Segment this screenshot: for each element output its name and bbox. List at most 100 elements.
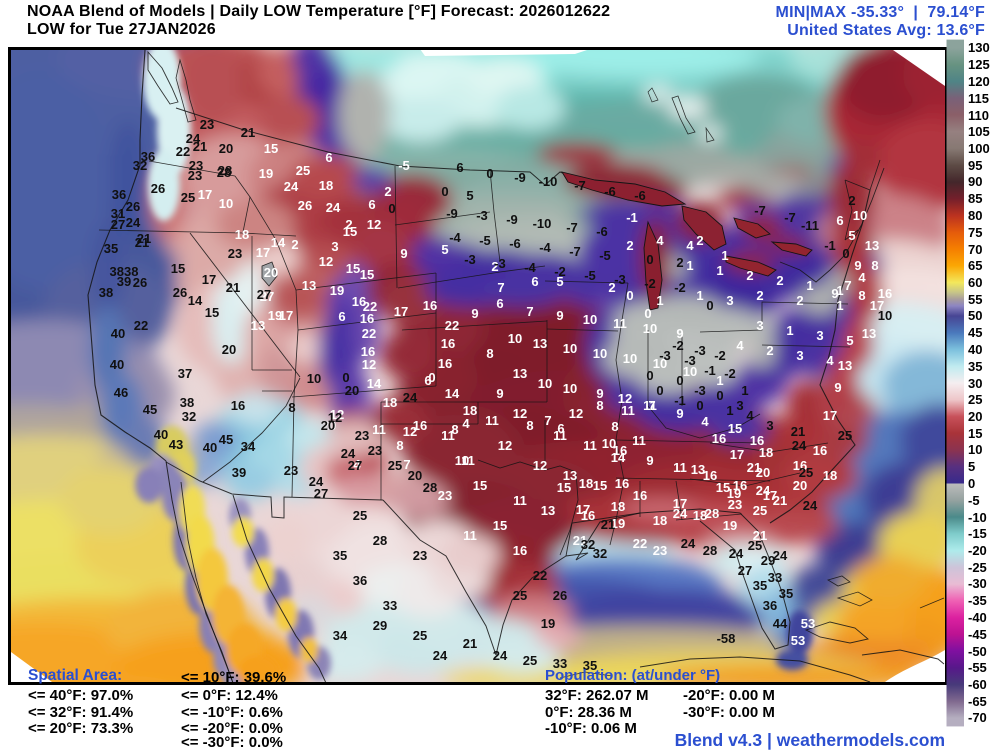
svg-text:16: 16	[360, 311, 374, 326]
svg-text:34: 34	[241, 439, 256, 454]
svg-text:-1: -1	[674, 393, 686, 408]
svg-text:11: 11	[485, 413, 499, 428]
svg-text:16: 16	[633, 488, 647, 503]
svg-text:1: 1	[836, 298, 843, 313]
svg-text:8: 8	[451, 422, 458, 437]
svg-text:40: 40	[154, 427, 168, 442]
svg-text:-3: -3	[614, 272, 626, 287]
svg-text:13: 13	[533, 336, 547, 351]
svg-text:2: 2	[608, 280, 615, 295]
svg-text:10: 10	[563, 381, 577, 396]
svg-text:7: 7	[544, 413, 551, 428]
svg-text:25: 25	[413, 628, 427, 643]
svg-text:95: 95	[968, 158, 982, 173]
svg-text:1: 1	[721, 248, 728, 263]
svg-text:2: 2	[626, 238, 633, 253]
svg-text:19: 19	[268, 308, 282, 323]
svg-text:25: 25	[748, 538, 762, 553]
svg-text:1: 1	[741, 383, 748, 398]
svg-text:19: 19	[723, 518, 737, 533]
svg-text:9: 9	[400, 246, 407, 261]
svg-text:22: 22	[633, 536, 647, 551]
svg-text:-35: -35	[968, 593, 987, 608]
svg-text:-6: -6	[509, 236, 521, 251]
svg-text:13: 13	[302, 278, 316, 293]
svg-text:24: 24	[126, 215, 141, 230]
svg-text:6: 6	[368, 197, 375, 212]
svg-text:17: 17	[576, 502, 590, 517]
svg-text:13: 13	[513, 366, 527, 381]
svg-text:-70: -70	[968, 710, 987, 725]
svg-text:25: 25	[799, 465, 813, 480]
svg-text:2: 2	[291, 237, 298, 252]
svg-text:7: 7	[526, 304, 533, 319]
svg-text:16: 16	[231, 398, 245, 413]
svg-text:26: 26	[126, 199, 140, 214]
svg-text:27: 27	[111, 217, 125, 232]
svg-text:55: 55	[968, 292, 982, 307]
svg-text:-2: -2	[644, 276, 656, 291]
svg-text:-3: -3	[694, 383, 706, 398]
svg-text:39: 39	[232, 465, 246, 480]
svg-text:33: 33	[383, 598, 397, 613]
svg-text:1: 1	[786, 323, 793, 338]
svg-text:14: 14	[611, 450, 626, 465]
svg-text:10: 10	[602, 436, 616, 451]
svg-text:24: 24	[773, 548, 788, 563]
svg-text:15: 15	[557, 480, 571, 495]
svg-text:3: 3	[756, 318, 763, 333]
svg-text:100: 100	[968, 141, 990, 156]
svg-text:16: 16	[413, 418, 427, 433]
svg-text:-2: -2	[714, 348, 726, 363]
svg-text:2: 2	[796, 293, 803, 308]
svg-text:21: 21	[226, 280, 240, 295]
svg-text:0: 0	[968, 476, 975, 491]
svg-text:6: 6	[531, 274, 538, 289]
svg-text:5: 5	[848, 228, 855, 243]
svg-text:28: 28	[703, 543, 717, 558]
svg-text:10: 10	[307, 371, 321, 386]
svg-text:30: 30	[968, 376, 982, 391]
svg-text:17: 17	[394, 304, 408, 319]
svg-text:3: 3	[816, 328, 823, 343]
svg-text:3: 3	[796, 348, 803, 363]
svg-text:-7: -7	[754, 203, 766, 218]
svg-text:2: 2	[491, 259, 498, 274]
svg-text:2: 2	[384, 184, 391, 199]
svg-text:23: 23	[355, 428, 369, 443]
svg-text:14: 14	[445, 386, 460, 401]
svg-text:22: 22	[362, 326, 376, 341]
svg-text:12: 12	[618, 391, 632, 406]
svg-text:25: 25	[296, 163, 310, 178]
svg-text:46: 46	[114, 385, 128, 400]
svg-text:12: 12	[328, 410, 342, 425]
svg-text:15: 15	[264, 141, 278, 156]
svg-text:-5: -5	[584, 268, 596, 283]
svg-text:-9: -9	[446, 206, 458, 221]
svg-text:6: 6	[496, 296, 503, 311]
svg-text:20: 20	[222, 342, 236, 357]
svg-text:15: 15	[360, 267, 374, 282]
svg-text:24: 24	[326, 200, 341, 215]
svg-text:15: 15	[728, 421, 742, 436]
svg-text:20: 20	[968, 409, 982, 424]
svg-text:21: 21	[747, 460, 761, 475]
svg-text:38: 38	[99, 285, 113, 300]
svg-text:6: 6	[424, 373, 431, 388]
svg-text:4: 4	[858, 270, 866, 285]
svg-text:25: 25	[523, 653, 537, 668]
svg-text:12: 12	[513, 406, 527, 421]
svg-text:16: 16	[423, 298, 437, 313]
svg-text:8: 8	[526, 418, 533, 433]
svg-text:11: 11	[463, 528, 477, 543]
svg-text:23: 23	[653, 543, 667, 558]
svg-text:36: 36	[112, 187, 126, 202]
svg-text:35: 35	[104, 241, 118, 256]
svg-text:17: 17	[279, 308, 293, 323]
svg-text:9: 9	[854, 258, 861, 273]
svg-text:3838: 3838	[110, 264, 139, 279]
svg-text:18: 18	[611, 499, 625, 514]
svg-text:25: 25	[968, 392, 982, 407]
svg-text:11: 11	[553, 428, 567, 443]
svg-text:2: 2	[776, 273, 783, 288]
